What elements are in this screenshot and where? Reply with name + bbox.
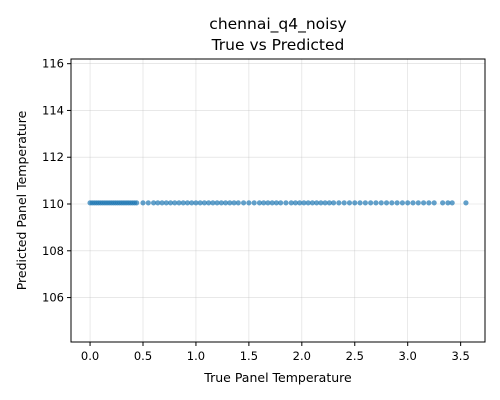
data-point [140,200,146,206]
data-point [145,200,151,206]
data-point [378,200,384,206]
x-tick-label: 1.5 [240,349,258,363]
data-point [218,200,224,206]
data-point [463,200,469,206]
y-tick-label: 106 [42,291,64,305]
y-tick-label: 110 [42,197,64,211]
data-point [445,200,451,206]
data-point [163,200,169,206]
data-point [240,200,247,206]
data-point [318,200,324,206]
data-point [420,200,427,206]
data-point [180,200,186,206]
data-point [269,200,275,206]
data-point [210,200,216,206]
data-point [362,200,368,206]
data-point [431,200,437,206]
data-point [440,200,446,206]
data-point [197,200,203,206]
x-tick-label: 0.5 [134,349,152,363]
data-point [314,200,320,206]
data-point [172,200,178,206]
data-point [155,200,161,206]
data-point [330,200,337,206]
x-tick-label: 2.0 [293,349,311,363]
data-point [206,200,212,206]
data-point [176,200,182,206]
data-point [352,200,358,206]
data-point [449,200,455,206]
data-point [278,200,284,206]
data-point [159,200,165,206]
data-point [305,200,311,206]
x-tick-label: 3.5 [451,349,469,363]
data-point [341,200,347,206]
data-point [297,200,303,206]
data-point [150,200,157,206]
x-tick-label: 3.0 [399,349,417,363]
data-point [309,200,316,206]
data-point [373,200,379,206]
data-point [368,200,374,206]
plot-frame [70,58,486,343]
data-point [251,200,257,206]
data-point [201,200,208,206]
x-tick-label: 2.5 [346,349,364,363]
data-point [167,200,174,206]
data-point [399,200,406,206]
data-point [292,200,299,206]
data-point [222,200,229,206]
y-axis-ticks: 106 108 110 112 114 116 [42,57,71,305]
data-point [189,200,195,206]
y-tick-label: 116 [42,57,64,71]
data-points [87,200,469,206]
data-point [134,200,140,206]
data-point [265,200,271,206]
data-point [322,200,328,206]
x-axis-label: True Panel Temperature [203,370,352,385]
data-point [261,200,267,206]
data-point [405,200,411,206]
data-point [193,200,199,206]
data-point [231,200,237,206]
x-axis-ticks: 0.0 0.5 1.0 1.5 2.0 2.5 3.0 3.5 [81,342,470,363]
chart-title: chennai_q4_noisy [209,15,346,34]
data-point [214,200,220,206]
data-point [410,200,416,206]
data-point [357,200,363,206]
data-point [301,200,307,206]
y-tick-label: 114 [42,103,64,117]
data-point [227,200,233,206]
y-tick-label: 112 [42,150,64,164]
data-point [394,200,400,206]
data-point [383,200,390,206]
chart-subtitle: True vs Predicted [211,36,345,54]
data-point [235,200,241,206]
data-point [426,200,432,206]
data-point [336,200,342,206]
y-axis-label: Predicted Panel Temperature [14,110,29,290]
data-point [288,200,294,206]
data-point [346,200,353,206]
data-point [246,200,252,206]
data-point [326,200,332,206]
y-tick-label: 108 [42,244,64,258]
data-point [184,200,191,206]
data-point [283,200,289,206]
data-point [415,200,421,206]
x-tick-label: 1.0 [187,349,205,363]
data-point [256,200,263,206]
data-point [273,200,280,206]
x-tick-label: 0.0 [81,349,99,363]
data-point [389,200,395,206]
